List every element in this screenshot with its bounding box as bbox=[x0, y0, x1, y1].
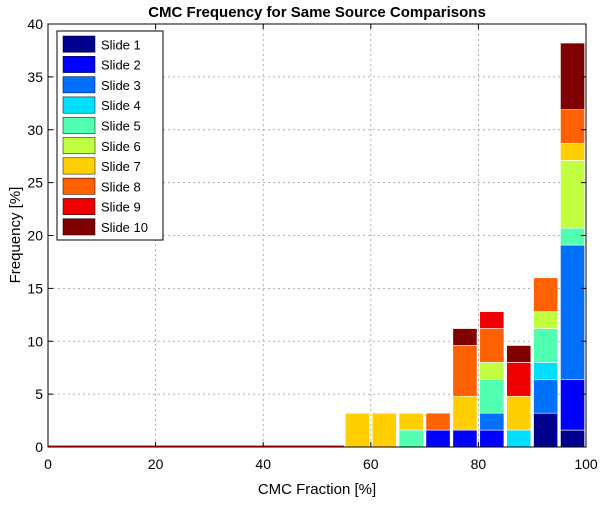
x-tick-label: 20 bbox=[148, 456, 164, 472]
x-tick-label: 80 bbox=[471, 456, 487, 472]
bar-segment bbox=[506, 429, 532, 448]
y-tick-label: 20 bbox=[27, 228, 43, 244]
bars bbox=[48, 42, 585, 448]
legend-swatch bbox=[62, 116, 96, 134]
legend-swatch bbox=[62, 218, 96, 236]
y-tick-label: 30 bbox=[27, 122, 43, 138]
bar-segment bbox=[452, 429, 478, 448]
bar-segment bbox=[506, 362, 532, 397]
legend-label: Slide 3 bbox=[101, 78, 141, 93]
y-tick-label: 35 bbox=[27, 69, 43, 85]
bar-segment bbox=[560, 379, 585, 431]
y-axis-label: Frequency [%] bbox=[7, 187, 24, 284]
legend-label: Slide 2 bbox=[101, 58, 141, 73]
bar-segment bbox=[479, 379, 505, 414]
y-tick-label: 10 bbox=[27, 333, 43, 349]
bar-segment bbox=[479, 429, 505, 448]
legend-label: Slide 4 bbox=[101, 98, 141, 113]
legend-label: Slide 10 bbox=[101, 220, 148, 235]
legend-swatch bbox=[62, 96, 96, 114]
y-tick-label: 40 bbox=[27, 16, 43, 32]
y-tick-label: 15 bbox=[27, 280, 43, 296]
bar-segment bbox=[560, 227, 585, 246]
bar-segment bbox=[479, 412, 505, 431]
bar-segment bbox=[560, 244, 585, 380]
legend-label: Slide 5 bbox=[101, 119, 141, 134]
legend-swatch bbox=[62, 198, 96, 215]
axis-ticks: 0 20 40 60 80 100 0 5 10 15 20 25 30 35 40 bbox=[27, 16, 597, 472]
bar-segment bbox=[560, 429, 585, 448]
chart-title: CMC Frequency for Same Source Comparison… bbox=[148, 4, 486, 21]
y-tick-label: 0 bbox=[35, 439, 43, 455]
bar-segment bbox=[506, 395, 532, 431]
bar-segment bbox=[398, 412, 424, 431]
bar-segment bbox=[452, 328, 478, 346]
bar-segment bbox=[533, 362, 559, 380]
bar-segment bbox=[425, 429, 451, 448]
bar-segment bbox=[560, 143, 585, 161]
bar-segment bbox=[560, 109, 585, 144]
bar-segment bbox=[533, 379, 559, 414]
x-tick-label: 60 bbox=[363, 456, 379, 472]
legend-label: Slide 1 bbox=[101, 37, 141, 52]
legend-swatch bbox=[62, 76, 96, 94]
legend-swatch bbox=[62, 56, 96, 73]
bar-segment bbox=[479, 362, 505, 380]
x-tick-label: 0 bbox=[44, 456, 52, 472]
bar-segment bbox=[344, 412, 370, 448]
bar-segment bbox=[533, 277, 559, 312]
bar-segment bbox=[479, 328, 505, 363]
bar-segment bbox=[452, 395, 478, 431]
legend-label: Slide 7 bbox=[101, 159, 141, 174]
legend-swatch bbox=[62, 177, 96, 195]
bar-segment bbox=[371, 412, 397, 448]
x-tick-label: 100 bbox=[574, 456, 598, 472]
legend-label: Slide 6 bbox=[101, 139, 141, 154]
legend-swatch bbox=[62, 157, 96, 175]
x-tick-label: 40 bbox=[255, 456, 271, 472]
legend-label: Slide 9 bbox=[101, 200, 141, 215]
bar-segment bbox=[560, 160, 585, 229]
legend-label: Slide 8 bbox=[101, 179, 141, 194]
legend-swatch bbox=[62, 137, 96, 155]
bar-segment bbox=[533, 328, 559, 363]
bar-segment bbox=[506, 345, 532, 363]
bar-segment bbox=[560, 42, 585, 110]
bar-segment bbox=[533, 412, 559, 448]
x-axis-label: CMC Fraction [%] bbox=[258, 481, 376, 498]
bar-segment bbox=[425, 412, 451, 431]
bar-segment bbox=[533, 311, 559, 329]
y-tick-label: 25 bbox=[27, 175, 43, 191]
y-tick-label: 5 bbox=[35, 386, 43, 402]
bar-segment bbox=[479, 311, 505, 329]
bar-segment bbox=[452, 345, 478, 397]
bar-segment bbox=[398, 429, 424, 448]
legend: Slide 1 Slide 2 Slide 3 Slide 4 Slide 5 Slide… bbox=[56, 30, 164, 241]
legend-swatch bbox=[62, 35, 96, 53]
